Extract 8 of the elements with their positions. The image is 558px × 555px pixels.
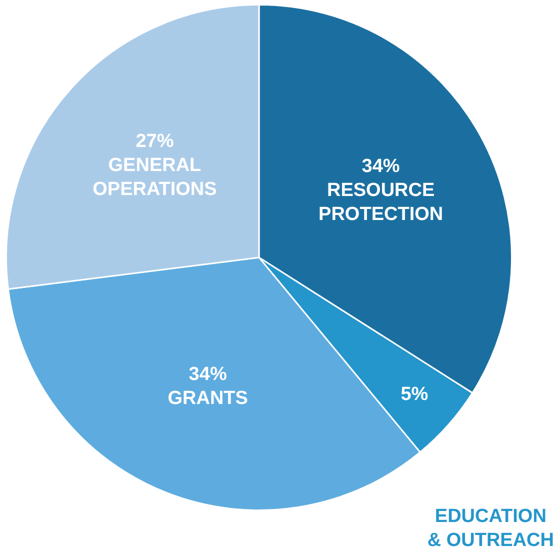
data-label: 34%: [362, 156, 400, 177]
data-label: 5%: [400, 384, 428, 405]
slice-label: GRANTS: [168, 388, 248, 409]
slice-label: EDUCATION & OUTREACH: [427, 506, 554, 552]
data-label: 34%: [188, 364, 227, 385]
slice-label: RESOURCE PROTECTION: [318, 180, 444, 225]
slice-label: GENERAL OPERATIONS: [92, 154, 217, 200]
data-label: 27%: [136, 130, 174, 152]
